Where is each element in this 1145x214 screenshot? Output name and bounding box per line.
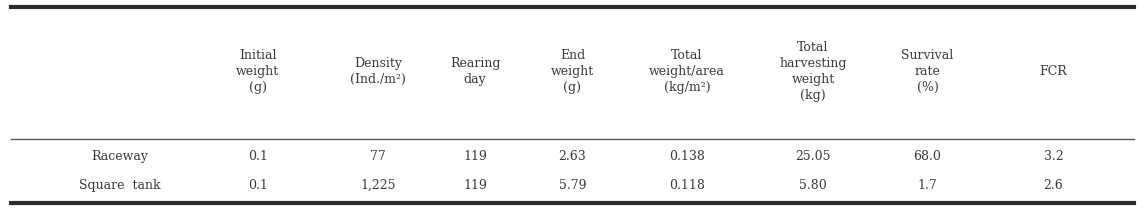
Text: Square  tank: Square tank (79, 179, 161, 192)
Text: 119: 119 (464, 179, 487, 192)
Text: Total
harvesting
weight
(kg): Total harvesting weight (kg) (780, 41, 846, 102)
Text: 5.80: 5.80 (799, 179, 827, 192)
Text: 5.79: 5.79 (559, 179, 586, 192)
Text: Initial
weight
(g): Initial weight (g) (236, 49, 279, 94)
Text: 68.0: 68.0 (914, 150, 941, 163)
Text: 2.6: 2.6 (1043, 179, 1064, 192)
Text: Total
weight/area
(kg/m²): Total weight/area (kg/m²) (649, 49, 725, 94)
Text: Density
(Ind./m²): Density (Ind./m²) (350, 57, 405, 86)
Text: 1.7: 1.7 (917, 179, 938, 192)
Text: 0.118: 0.118 (669, 179, 705, 192)
Text: 1,225: 1,225 (360, 179, 396, 192)
Text: 0.138: 0.138 (669, 150, 705, 163)
Text: Raceway: Raceway (92, 150, 149, 163)
Text: 119: 119 (464, 150, 487, 163)
Text: 2.63: 2.63 (559, 150, 586, 163)
Text: End
weight
(g): End weight (g) (551, 49, 594, 94)
Text: 3.2: 3.2 (1043, 150, 1064, 163)
Text: 77: 77 (370, 150, 386, 163)
Text: Survival
rate
(%): Survival rate (%) (901, 49, 954, 94)
Text: Rearing
day: Rearing day (450, 57, 500, 86)
Text: 0.1: 0.1 (247, 179, 268, 192)
Text: FCR: FCR (1040, 65, 1067, 78)
Text: 0.1: 0.1 (247, 150, 268, 163)
Text: 25.05: 25.05 (795, 150, 831, 163)
